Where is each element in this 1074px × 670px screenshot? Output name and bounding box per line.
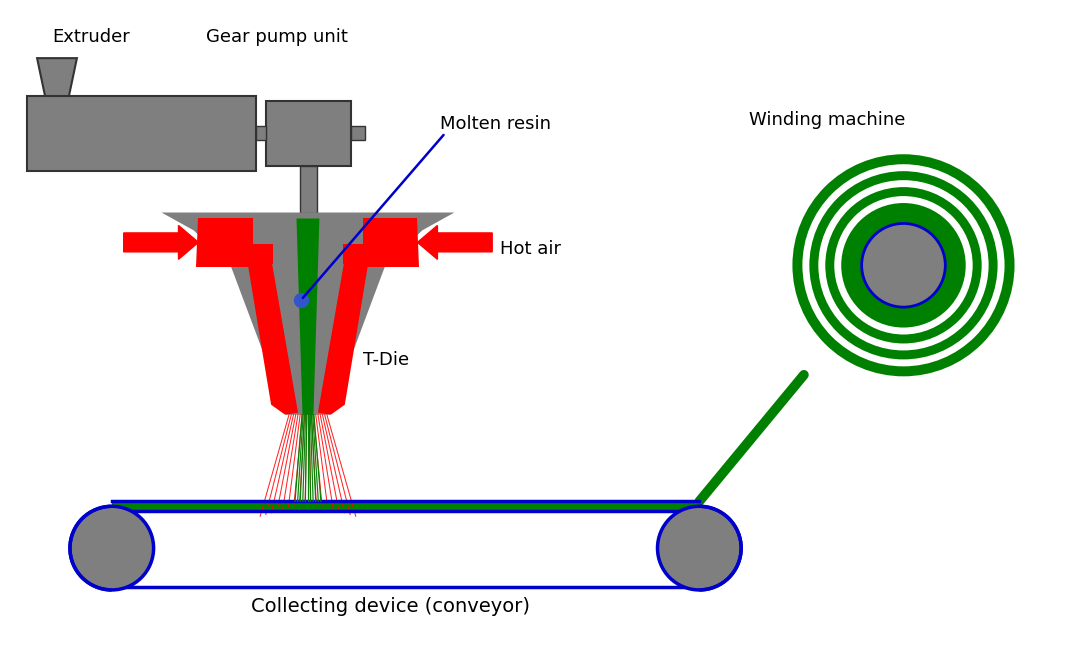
- Circle shape: [822, 184, 985, 347]
- Text: Molten resin: Molten resin: [440, 115, 551, 133]
- Circle shape: [806, 168, 1001, 363]
- Bar: [27, 96, 257, 171]
- Polygon shape: [161, 212, 454, 415]
- Circle shape: [861, 224, 945, 307]
- Bar: [300, 165, 317, 212]
- Text: Hot air: Hot air: [500, 241, 561, 259]
- Polygon shape: [318, 253, 369, 415]
- Polygon shape: [246, 253, 297, 415]
- Bar: [257, 127, 266, 140]
- Text: Gear pump unit: Gear pump unit: [206, 28, 348, 46]
- Bar: [112, 501, 699, 511]
- Bar: [266, 101, 351, 165]
- Polygon shape: [38, 58, 77, 96]
- Text: Extruder: Extruder: [52, 28, 130, 46]
- Circle shape: [838, 200, 969, 331]
- Circle shape: [657, 507, 741, 590]
- Polygon shape: [343, 218, 420, 267]
- Text: Collecting device (conveyor): Collecting device (conveyor): [251, 598, 531, 616]
- Polygon shape: [296, 218, 319, 415]
- Text: T-Die: T-Die: [363, 351, 409, 369]
- Circle shape: [70, 507, 154, 590]
- FancyArrow shape: [124, 226, 199, 259]
- Text: Winding machine: Winding machine: [750, 111, 905, 129]
- FancyArrow shape: [418, 226, 492, 259]
- Bar: [351, 127, 365, 140]
- Polygon shape: [197, 218, 273, 267]
- Circle shape: [789, 151, 1018, 380]
